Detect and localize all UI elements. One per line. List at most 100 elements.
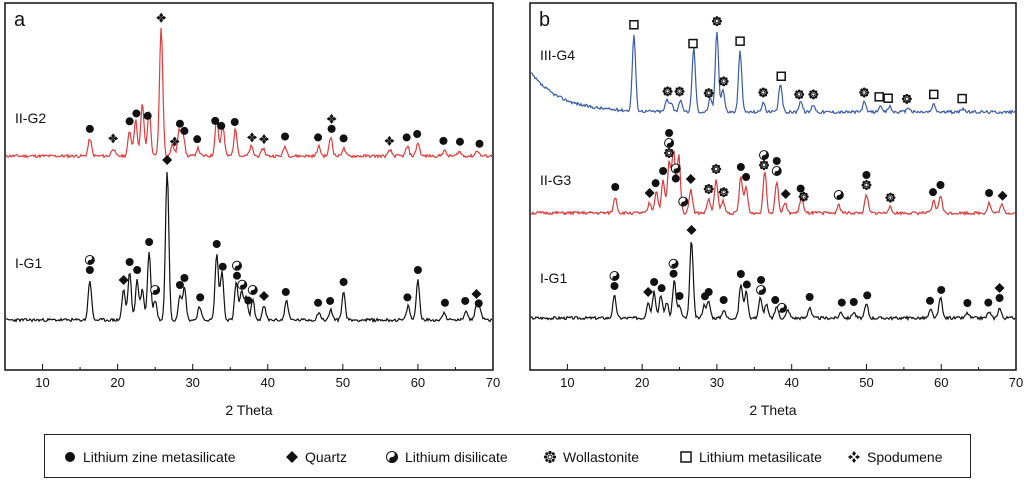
four-diamond-icon (848, 451, 860, 463)
wollastonite-center (761, 90, 766, 95)
wollastonite-petal (907, 94, 911, 98)
wollastonite-petal (715, 23, 719, 27)
wollastonite-center (762, 163, 767, 168)
spodumene-diamond (159, 17, 164, 23)
lithium-zine-metasilicate-marker (657, 284, 666, 293)
wollastonite-petal (725, 190, 729, 194)
wollastonite-petal (675, 87, 679, 91)
lithium-zine-metasilicate-marker (929, 188, 938, 197)
wollastonite-marker (674, 86, 685, 97)
wollastonite-petal (704, 89, 708, 92)
series-label: III-G4 (540, 47, 575, 63)
wollastonite-petal (905, 93, 909, 97)
lithium-zine-metasilicate-marker (314, 298, 323, 307)
wollastonite-center (721, 190, 726, 195)
wollastonite-petal (802, 191, 806, 195)
wollastonite-center (811, 92, 816, 97)
lithium-zine-metasilicate-marker (175, 281, 184, 289)
spodumene-diamond (389, 138, 395, 143)
xrd-panel-a: a 10 20 30 40 50 60 70 2 Theta II-G2 I-G1 (4, 2, 500, 418)
lithium-zine-metasilicate-marker (402, 133, 411, 142)
lithium-zine-metasilicate-marker (339, 134, 348, 143)
spodumene-diamond (174, 139, 180, 144)
legend-label: Lithium zine metasilicate (83, 449, 236, 465)
wollastonite-center (797, 92, 802, 97)
legend-label: Lithium disilicate (405, 449, 508, 465)
lithium-disilicate-marker (759, 150, 770, 161)
wollastonite-petal (862, 94, 866, 98)
spodumene-diamond (264, 137, 270, 142)
legend-label: Lithium metasilicate (699, 449, 822, 465)
lithium-zine-metasilicate-marker (133, 266, 142, 274)
lithium-disilicate-marker (833, 190, 844, 200)
wollastonite-petal (804, 192, 808, 196)
panel-label: b (539, 9, 550, 31)
wollastonite-petal (707, 191, 711, 195)
lithium-zine-metasilicate-marker (403, 293, 412, 302)
wollastonite-petal (891, 193, 895, 197)
wollastonite-petal (707, 184, 711, 187)
lithium-zine-metasilicate-marker (796, 184, 805, 193)
lithium-disilicate-marker (756, 284, 767, 295)
wollastonite-petal (670, 154, 674, 157)
wollastonite-petal (664, 151, 667, 155)
lithium-disilicate-fill (250, 285, 258, 295)
wollastonite-petal (719, 188, 723, 192)
wollastonite-petal (669, 89, 673, 93)
lithium-zine-metasilicate-marker (611, 183, 620, 191)
lithium-zine-metasilicate-marker (145, 238, 154, 246)
wollastonite-petal (709, 190, 713, 193)
wollastonite-petal (711, 167, 714, 171)
wollastonite-petal (668, 87, 672, 91)
wollastonite-petal (665, 149, 668, 152)
wollastonite-petal (663, 87, 667, 91)
wollastonite-petal (710, 91, 714, 95)
wollastonite-petal (764, 93, 768, 97)
wollastonite-marker (662, 86, 673, 97)
wollastonite-petal (811, 96, 815, 100)
wollastonite-center (706, 186, 711, 191)
wollastonite-center (677, 89, 682, 94)
lithium-zine-metasilicate-marker (217, 121, 226, 130)
lithium-zine-metasilicate-marker (985, 189, 994, 197)
lithium-disilicate-fill (673, 164, 681, 174)
lithium-zine-metasilicate-marker (736, 270, 745, 278)
wollastonite-petal (703, 91, 707, 95)
wollastonite-petal (718, 190, 722, 194)
lithium-disilicate-marker (670, 163, 681, 174)
quartz-marker (259, 291, 270, 301)
wollastonite-petal (814, 95, 818, 99)
spodumene-marker (169, 136, 180, 147)
wollastonite-petal (678, 86, 681, 90)
wollastonite-petal (862, 87, 866, 91)
x-tick-label: 50 (336, 375, 350, 390)
wollastonite-petal (765, 161, 768, 164)
lithium-zine-metasilicate-marker (281, 287, 290, 296)
wollastonite-petal (719, 82, 723, 86)
spodumene-marker (259, 134, 270, 145)
wollastonite-petal (860, 93, 864, 97)
wollastonite-petal (799, 192, 803, 196)
x-tick-label: 40 (261, 375, 275, 390)
wollastonite-marker (901, 93, 912, 104)
wollastonite-petal (712, 22, 716, 26)
wollastonite-petal (712, 165, 716, 168)
x-tick-label: 20 (110, 375, 124, 390)
lithium-zine-metasilicate-marker (143, 111, 152, 120)
spodumene-marker (384, 135, 395, 146)
wollastonite-petal (704, 94, 708, 98)
wollastonite-petal (867, 181, 871, 184)
wollastonite-petal (892, 196, 896, 199)
lithium-zine-metasilicate-marker (196, 293, 205, 302)
spodumene-diamond (384, 138, 390, 143)
lithium-zine-metasilicate-marker (837, 298, 846, 307)
wollastonite-center (665, 89, 670, 94)
wollastonite-petal (797, 89, 801, 93)
x-tick-label: 60 (934, 375, 948, 390)
spodumene-marker (108, 133, 119, 144)
lithium-zine-metasilicate-marker (863, 291, 872, 300)
x-tick-label: 70 (486, 375, 500, 390)
wollastonite-petal (795, 95, 799, 99)
wollastonite-center (862, 90, 867, 95)
series-I-G1: I-G1 (5, 155, 493, 324)
